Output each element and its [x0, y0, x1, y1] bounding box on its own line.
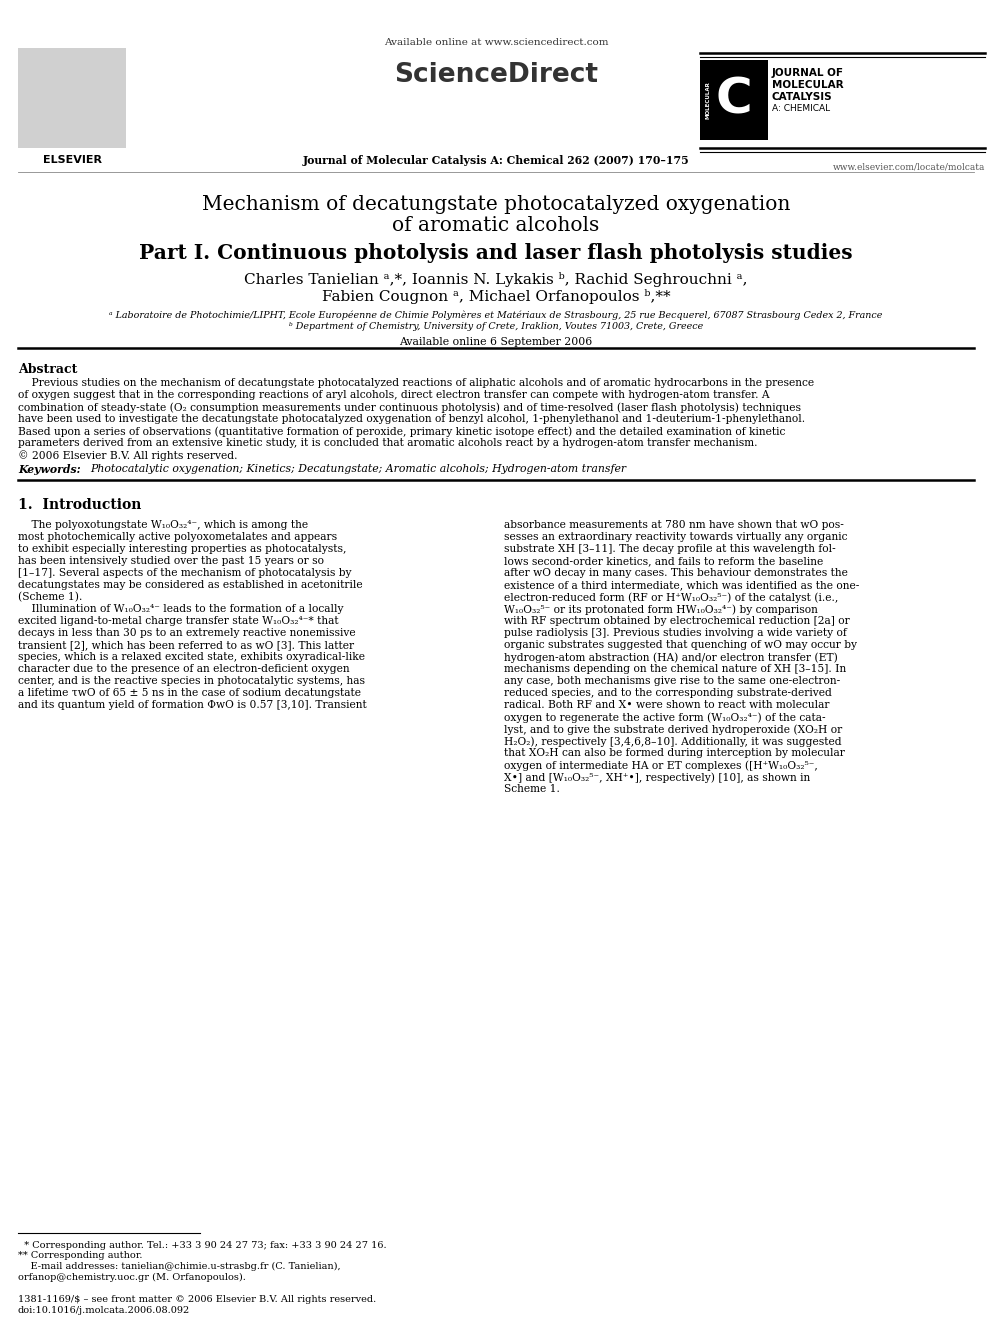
Text: * Corresponding author. Tel.: +33 3 90 24 27 73; fax: +33 3 90 24 27 16.: * Corresponding author. Tel.: +33 3 90 2… [18, 1241, 387, 1250]
Bar [700, 60, 768, 140]
Text: H₂O₂), respectively [3,4,6,8–10]. Additionally, it was suggested: H₂O₂), respectively [3,4,6,8–10]. Additi… [504, 736, 841, 746]
Text: ᵃ Laboratoire de Photochimie/LIPHT, Ecole Européenne de Chimie Polymères et Maté: ᵃ Laboratoire de Photochimie/LIPHT, Ecol… [109, 310, 883, 319]
Text: existence of a third intermediate, which was identified as the one-: existence of a third intermediate, which… [504, 579, 859, 590]
Text: Previous studies on the mechanism of decatungstate photocatalyzed reactions of a: Previous studies on the mechanism of dec… [18, 378, 814, 388]
Text: MOLECULAR: MOLECULAR [772, 79, 843, 90]
Text: CATALYSIS: CATALYSIS [772, 93, 832, 102]
Text: E-mail addresses: tanielian@chimie.u-strasbg.fr (C. Tanielian),: E-mail addresses: tanielian@chimie.u-str… [18, 1262, 340, 1271]
Text: transient [2], which has been referred to as wO [3]. This latter: transient [2], which has been referred t… [18, 640, 354, 650]
Text: have been used to investigate the decatungstate photocatalyzed oxygenation of be: have been used to investigate the decatu… [18, 414, 806, 423]
Text: center, and is the reactive species in photocatalytic systems, has: center, and is the reactive species in p… [18, 676, 365, 687]
Text: Available online at www.sciencedirect.com: Available online at www.sciencedirect.co… [384, 38, 608, 48]
Text: 1381-1169/$ – see front matter © 2006 Elsevier B.V. All rights reserved.: 1381-1169/$ – see front matter © 2006 El… [18, 1295, 376, 1304]
Text: and its quantum yield of formation ΦwO is 0.57 [3,10]. Transient: and its quantum yield of formation ΦwO i… [18, 700, 367, 710]
Text: to exhibit especially interesting properties as photocatalysts,: to exhibit especially interesting proper… [18, 544, 346, 554]
Text: sesses an extraordinary reactivity towards virtually any organic: sesses an extraordinary reactivity towar… [504, 532, 847, 542]
Text: oxygen of intermediate HA or ET complexes ([H⁺W₁₀O₃₂⁵⁻,: oxygen of intermediate HA or ET complexe… [504, 759, 817, 770]
Text: Abstract: Abstract [18, 363, 77, 376]
Text: excited ligand-to-metal charge transfer state W₁₀O₃₂⁴⁻* that: excited ligand-to-metal charge transfer … [18, 617, 338, 626]
Text: electron-reduced form (RF or H⁺W₁₀O₃₂⁵⁻) of the catalyst (i.e.,: electron-reduced form (RF or H⁺W₁₀O₃₂⁵⁻)… [504, 591, 838, 602]
Text: www.elsevier.com/locate/molcata: www.elsevier.com/locate/molcata [832, 161, 985, 171]
Text: 1.  Introduction: 1. Introduction [18, 497, 142, 512]
Text: organic substrates suggested that quenching of wO may occur by: organic substrates suggested that quench… [504, 640, 857, 650]
Text: © 2006 Elsevier B.V. All rights reserved.: © 2006 Elsevier B.V. All rights reserved… [18, 450, 237, 460]
Text: that XO₂H can also be formed during interception by molecular: that XO₂H can also be formed during inte… [504, 747, 845, 758]
Text: radical. Both RF and X• were shown to react with molecular: radical. Both RF and X• were shown to re… [504, 700, 829, 710]
Bar [18, 48, 126, 148]
Text: [1–17]. Several aspects of the mechanism of photocatalysis by: [1–17]. Several aspects of the mechanism… [18, 568, 351, 578]
Text: lows second-order kinetics, and fails to reform the baseline: lows second-order kinetics, and fails to… [504, 556, 823, 566]
Text: lyst, and to give the substrate derived hydroperoxide (XO₂H or: lyst, and to give the substrate derived … [504, 724, 842, 734]
Text: JOURNAL OF: JOURNAL OF [772, 67, 844, 78]
Text: A: CHEMICAL: A: CHEMICAL [772, 105, 830, 112]
Text: The polyoxotungstate W₁₀O₃₂⁴⁻, which is among the: The polyoxotungstate W₁₀O₃₂⁴⁻, which is … [18, 520, 309, 531]
Text: ᵇ Department of Chemistry, University of Crete, Iraklion, Voutes 71003, Crete, G: ᵇ Department of Chemistry, University of… [289, 321, 703, 331]
Text: W₁₀O₃₂⁵⁻ or its protonated form HW₁₀O₃₂⁴⁻) by comparison: W₁₀O₃₂⁵⁻ or its protonated form HW₁₀O₃₂⁴… [504, 605, 817, 615]
Text: ** Corresponding author.: ** Corresponding author. [18, 1252, 143, 1261]
Text: ScienceDirect: ScienceDirect [394, 62, 598, 89]
Text: (Scheme 1).: (Scheme 1). [18, 591, 82, 602]
Text: most photochemically active polyoxometalates and appears: most photochemically active polyoxometal… [18, 532, 337, 542]
Text: with RF spectrum obtained by electrochemical reduction [2a] or: with RF spectrum obtained by electrochem… [504, 617, 850, 626]
Text: combination of steady-state (O₂ consumption measurements under continuous photol: combination of steady-state (O₂ consumpt… [18, 402, 801, 413]
Text: mechanisms depending on the chemical nature of XH [3–15]. In: mechanisms depending on the chemical nat… [504, 664, 846, 673]
Text: character due to the presence of an electron-deficient oxygen: character due to the presence of an elec… [18, 664, 349, 673]
Text: X•] and [W₁₀O₃₂⁵⁻, XH⁺•], respectively) [10], as shown in: X•] and [W₁₀O₃₂⁵⁻, XH⁺•], respectively) … [504, 773, 810, 783]
Text: Keywords:: Keywords: [18, 464, 84, 475]
Text: has been intensively studied over the past 15 years or so: has been intensively studied over the pa… [18, 556, 324, 566]
Text: Part I. Continuous photolysis and laser flash photolysis studies: Part I. Continuous photolysis and laser … [139, 243, 853, 263]
Text: Journal of Molecular Catalysis A: Chemical 262 (2007) 170–175: Journal of Molecular Catalysis A: Chemic… [303, 155, 689, 165]
Text: any case, both mechanisms give rise to the same one-electron-: any case, both mechanisms give rise to t… [504, 676, 840, 687]
Text: Charles Tanielian ᵃ,*, Ioannis N. Lykakis ᵇ, Rachid Seghrouchni ᵃ,: Charles Tanielian ᵃ,*, Ioannis N. Lykaki… [244, 273, 748, 287]
Text: reduced species, and to the corresponding substrate-derived: reduced species, and to the correspondin… [504, 688, 832, 699]
Text: oxygen to regenerate the active form (W₁₀O₃₂⁴⁻) of the cata-: oxygen to regenerate the active form (W₁… [504, 712, 825, 722]
Text: a lifetime τwO of 65 ± 5 ns in the case of sodium decatungstate: a lifetime τwO of 65 ± 5 ns in the case … [18, 688, 361, 699]
Text: decatungstates may be considered as established in acetonitrile: decatungstates may be considered as esta… [18, 579, 363, 590]
Text: substrate XH [3–11]. The decay profile at this wavelength fol-: substrate XH [3–11]. The decay profile a… [504, 544, 835, 554]
Text: of aromatic alcohols: of aromatic alcohols [393, 216, 599, 235]
Text: parameters derived from an extensive kinetic study, it is concluded that aromati: parameters derived from an extensive kin… [18, 438, 758, 448]
Text: ELSEVIER: ELSEVIER [43, 155, 101, 165]
Text: orfanop@chemistry.uoc.gr (M. Orfanopoulos).: orfanop@chemistry.uoc.gr (M. Orfanopoulo… [18, 1273, 246, 1282]
Text: decays in less than 30 ps to an extremely reactive nonemissive: decays in less than 30 ps to an extremel… [18, 628, 355, 638]
Text: of oxygen suggest that in the corresponding reactions of aryl alcohols, direct e: of oxygen suggest that in the correspond… [18, 390, 770, 400]
Text: absorbance measurements at 780 nm have shown that wO pos-: absorbance measurements at 780 nm have s… [504, 520, 844, 531]
Text: Photocatalytic oxygenation; Kinetics; Decatungstate; Aromatic alcohols; Hydrogen: Photocatalytic oxygenation; Kinetics; De… [90, 464, 626, 474]
Text: after wO decay in many cases. This behaviour demonstrates the: after wO decay in many cases. This behav… [504, 568, 848, 578]
Text: Fabien Cougnon ᵃ, Michael Orfanopoulos ᵇ,**: Fabien Cougnon ᵃ, Michael Orfanopoulos ᵇ… [321, 288, 671, 304]
Text: doi:10.1016/j.molcata.2006.08.092: doi:10.1016/j.molcata.2006.08.092 [18, 1306, 190, 1315]
Text: pulse radiolysis [3]. Previous studies involving a wide variety of: pulse radiolysis [3]. Previous studies i… [504, 628, 847, 638]
Text: species, which is a relaxed excited state, exhibits oxyradical-like: species, which is a relaxed excited stat… [18, 652, 365, 662]
Text: MOLECULAR: MOLECULAR [706, 81, 711, 119]
Text: hydrogen-atom abstraction (HA) and/or electron transfer (ET): hydrogen-atom abstraction (HA) and/or el… [504, 652, 838, 663]
Text: Illumination of W₁₀O₃₂⁴⁻ leads to the formation of a locally: Illumination of W₁₀O₃₂⁴⁻ leads to the fo… [18, 605, 343, 614]
Text: Scheme 1.: Scheme 1. [504, 785, 559, 794]
Text: Available online 6 September 2006: Available online 6 September 2006 [400, 337, 592, 347]
Text: Based upon a series of observations (quantitative formation of peroxide, primary: Based upon a series of observations (qua… [18, 426, 786, 437]
Text: C: C [715, 75, 752, 124]
Text: Mechanism of decatungstate photocatalyzed oxygenation: Mechanism of decatungstate photocatalyze… [201, 194, 791, 214]
